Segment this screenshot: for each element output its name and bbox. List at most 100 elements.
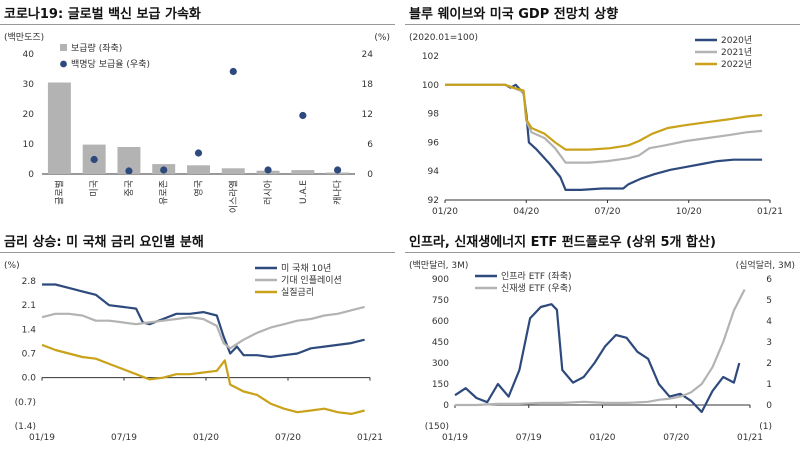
- y-tick-label: (150): [425, 422, 449, 432]
- rate-dot: [299, 111, 307, 120]
- x-tick-label: 01/20: [432, 207, 458, 217]
- series-line: [455, 289, 746, 407]
- legend-label: 2021년: [721, 47, 752, 58]
- left-axis-unit: (백만달러, 3M): [409, 259, 468, 271]
- y-right-tick-label: 6: [766, 275, 772, 285]
- title-rule: [0, 24, 395, 25]
- y-tick-label: (1.4): [15, 422, 36, 432]
- x-tick-label: 01/20: [193, 433, 219, 443]
- title-rule: [405, 252, 800, 253]
- series-line: [41, 343, 365, 415]
- y-right-tick-label: 0: [766, 401, 772, 411]
- series-line: [41, 305, 365, 350]
- legend-label-bar: 보급량 (좌축): [71, 42, 122, 54]
- legend-label: 미 국채 10년: [281, 263, 331, 274]
- series-line: [445, 83, 763, 164]
- x-tick-label: 이스라엘: [228, 180, 239, 213]
- y-tick-label: 2.8: [22, 277, 37, 287]
- legend-label: 신재생 ETF (우축): [501, 283, 572, 294]
- y-right-tick-label: 2: [766, 359, 772, 369]
- rate-dot: [334, 166, 342, 174]
- y-tick-label: 450: [432, 338, 449, 348]
- left-axis-unit: (%): [4, 261, 20, 271]
- y-right-tick-label: (1): [759, 422, 772, 432]
- y-tick-label: 40: [23, 50, 35, 60]
- right-axis-unit: (%): [374, 33, 390, 43]
- y-tick-label: 0: [28, 170, 34, 180]
- rates-chart-title: 금리 상승: 미 국채 금리 요인별 분해: [4, 235, 204, 250]
- legend-label: 2022년: [721, 59, 752, 70]
- gdp-chart-title: 블루 웨이브와 미국 GDP 전망치 상향: [409, 7, 619, 22]
- left-axis-unit: (백만도즈): [4, 32, 44, 43]
- series-line: [42, 283, 365, 359]
- y-tick-label: 102: [422, 52, 439, 62]
- rates-chart: (%) (1.4) (0.7) 0.0 0.7 1.4 2.1 2.8 01/19 07/19 01…: [4, 261, 383, 443]
- y-tick-label: 900: [432, 275, 449, 285]
- y-tick-label: 600: [432, 317, 449, 327]
- rate-dot: [229, 67, 237, 76]
- legend-label: 기대 인플레이션: [281, 275, 342, 286]
- x-tick-label: 07/19: [111, 433, 137, 443]
- legend-swatch-bar: [60, 44, 67, 51]
- x-tick-label: 01/19: [442, 433, 468, 443]
- y-tick-label: 0.0: [22, 374, 37, 384]
- title-rule: [405, 24, 800, 25]
- y-tick-label: 1.4: [22, 325, 37, 335]
- y-tick-label: 750: [432, 296, 449, 306]
- vaccine-panel: 코로나19: 글로벌 백신 보급 가속화 (백만도즈) (%) 0 10 20 30 40 0…: [0, 0, 395, 226]
- legend-label: 실질금리: [281, 286, 314, 298]
- y-tick-label: 300: [432, 359, 449, 369]
- vaccine-chart-title: 코로나19: 글로벌 백신 보급 가속화: [4, 7, 201, 22]
- x-tick-label: 04/20: [513, 207, 539, 217]
- legend-label: 인프라 ETF (좌축): [501, 271, 572, 282]
- y-right-tick-label: 5: [766, 296, 772, 306]
- x-tick-label: 07/20: [663, 433, 689, 443]
- y-tick-label: 10: [23, 140, 35, 150]
- bar: [47, 82, 71, 174]
- y-right-tick-label: 24: [362, 50, 374, 60]
- x-tick-label: 캐나다: [333, 179, 344, 205]
- x-tick-label: 01/21: [757, 207, 783, 217]
- y-tick-label: 20: [23, 110, 35, 120]
- etf-chart-title: 인프라, 신재생에너지 ETF 펀드플로우 (상위 5개 합산): [409, 235, 716, 250]
- right-axis-unit: (십억달러, 3M): [736, 259, 795, 271]
- y-right-tick-label: 18: [362, 80, 374, 90]
- bar: [187, 165, 210, 174]
- rate-dot: [264, 166, 272, 174]
- y-right-tick-label: 6: [367, 140, 373, 150]
- gdp-panel: 블루 웨이브와 미국 GDP 전망치 상향 (2020.01=100) 92 94 9…: [405, 0, 800, 226]
- y-tick-label: 96: [428, 138, 440, 148]
- etf-chart: (백만달러, 3M) (십억달러, 3M) (150) 0 1 5 0 300 450 600 75…: [409, 259, 795, 443]
- gdp-chart: (2020.01=100) 92 94 96 98 100 102 01/20 04/20 07/…: [409, 33, 783, 217]
- bar: [117, 147, 141, 174]
- y-tick-label: (0.7): [15, 398, 36, 408]
- x-tick-label: 07/19: [516, 433, 542, 443]
- rate-dot: [125, 167, 133, 175]
- y-right-tick-label: 0: [367, 170, 373, 180]
- x-tick-label: 07/20: [275, 433, 301, 443]
- y-tick-label: 0: [443, 401, 449, 411]
- x-tick-label: 01/21: [737, 433, 763, 443]
- rate-dot: [194, 149, 203, 157]
- legend-swatch-dot: [60, 60, 67, 68]
- y-tick-label: 100: [422, 81, 439, 91]
- y-right-tick-label: 3: [766, 338, 772, 348]
- title-rule: [0, 252, 395, 253]
- rate-dot: [160, 166, 168, 174]
- y-right-tick-label: 12: [362, 110, 373, 120]
- series-line: [454, 303, 741, 414]
- series-line: [445, 83, 763, 151]
- rate-dot: [90, 155, 98, 164]
- y-tick-label: 0.7: [22, 350, 36, 360]
- y-tick-label: 94: [428, 167, 440, 177]
- y-right-tick-label: 4: [766, 317, 772, 327]
- etf-panel: 인프라, 신재생에너지 ETF 펀드플로우 (상위 5개 합산) (백만달러, …: [405, 228, 800, 454]
- x-tick-label: 글로벌: [54, 180, 65, 205]
- y-tick-label: 92: [428, 196, 439, 206]
- left-axis-unit: (2020.01=100): [409, 33, 478, 43]
- vaccine-chart: (백만도즈) (%) 0 10 20 30 40 0 6 12 18 24 글로벌 미국 중국 유로존 영국 이스…: [4, 32, 390, 213]
- y-right-tick-label: 1: [766, 380, 772, 390]
- x-tick-label: 중국: [124, 180, 135, 197]
- legend-label: 2020년: [721, 35, 752, 46]
- x-tick-label: 영국: [194, 180, 205, 197]
